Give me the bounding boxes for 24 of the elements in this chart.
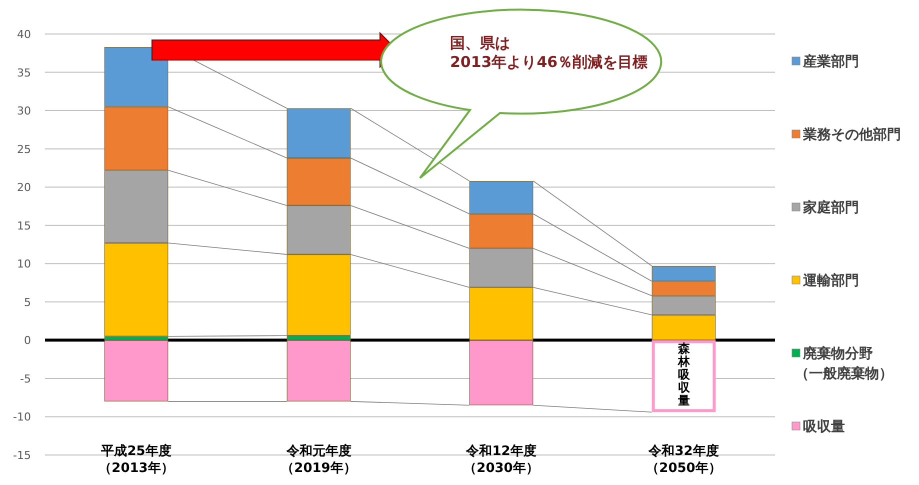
legend-label: 運輸部門 — [802, 272, 859, 289]
legend-label: 業務その他部門 — [802, 126, 901, 143]
x-tick-label: 平成25年度（2013年） — [98, 443, 174, 476]
x-tick-label: 令和32年度（2050年） — [646, 443, 722, 476]
y-tick-label: 10 — [17, 258, 31, 271]
y-tick-label: 0 — [24, 334, 31, 348]
y-tick-label: 25 — [17, 142, 31, 156]
legend-label: 家庭部門 — [802, 199, 859, 216]
y-tick-label: 30 — [17, 104, 31, 118]
annotation: 国、県は 2013年より46％削減を目標 — [450, 34, 648, 71]
annotation: 森林吸収量 — [676, 342, 691, 408]
y-tick-label: 35 — [17, 66, 31, 80]
y-tick-label: -15 — [13, 449, 31, 462]
legend-label: 吸収量 — [803, 419, 845, 435]
y-tick-label: 20 — [17, 181, 31, 194]
legend-label: 廃棄物分野（一般廃棄物） — [795, 345, 893, 382]
y-tick-label: 5 — [24, 296, 31, 309]
y-tick-label: -5 — [20, 372, 31, 386]
y-tick-label: 40 — [17, 28, 31, 41]
x-tick-label: 令和元年度（2019年） — [281, 443, 356, 476]
legend-label: 産業部門 — [802, 53, 859, 70]
y-tick-label: -10 — [13, 410, 31, 424]
y-tick-label: 15 — [17, 219, 31, 232]
x-tick-label: 令和12年度（2030年） — [464, 443, 539, 476]
